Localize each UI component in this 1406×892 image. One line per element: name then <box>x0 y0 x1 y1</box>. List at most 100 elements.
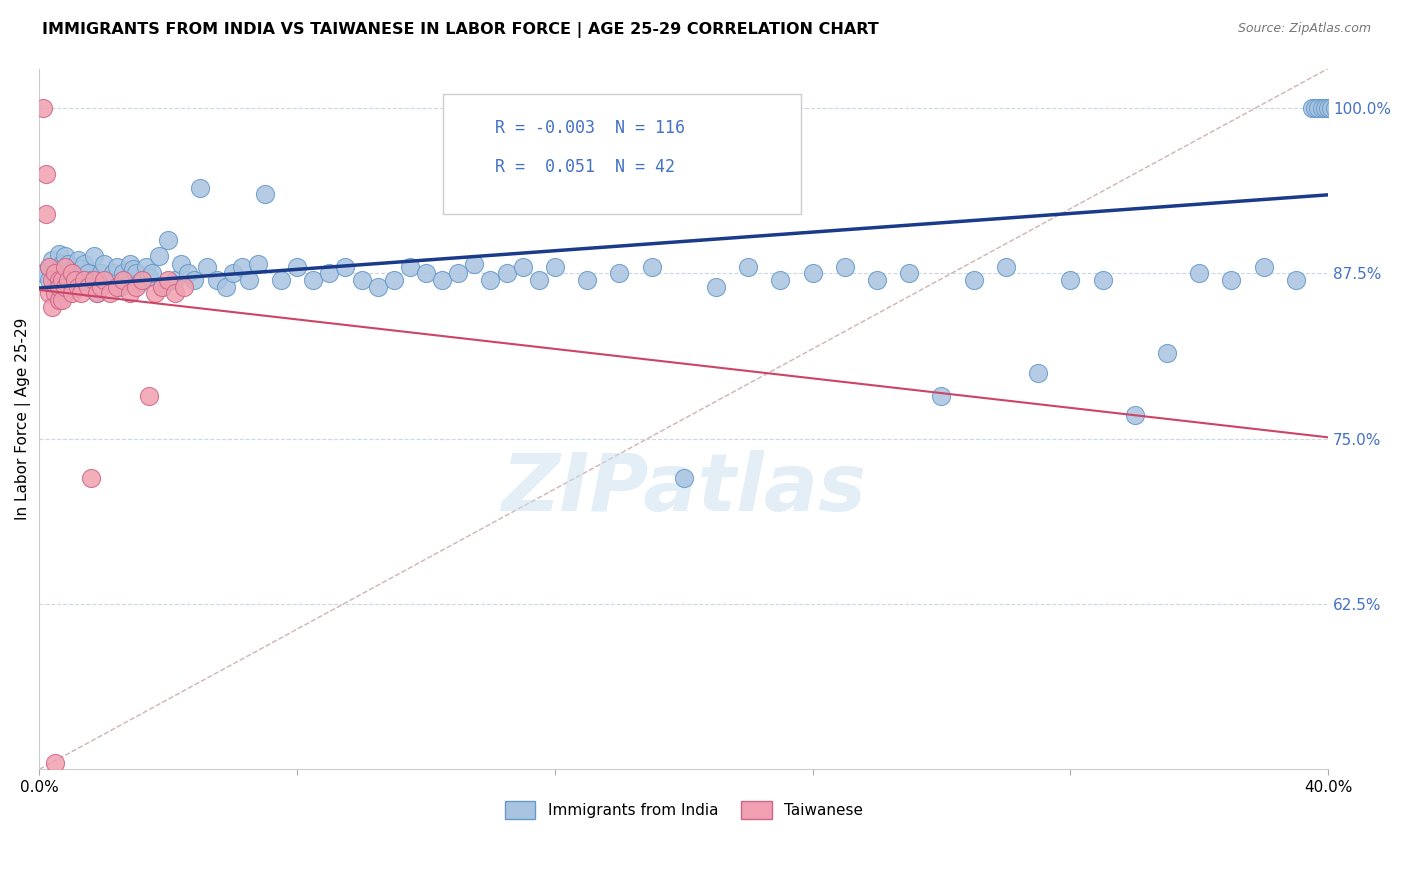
Point <box>834 260 856 274</box>
Point <box>1346 101 1368 115</box>
Point <box>60 267 83 281</box>
Point <box>38 260 60 274</box>
Point <box>238 273 260 287</box>
Point <box>176 267 198 281</box>
Point <box>41 273 63 287</box>
Point <box>1323 101 1346 115</box>
Point <box>737 260 759 274</box>
Point <box>83 249 105 263</box>
Point <box>170 257 193 271</box>
Point <box>93 257 115 271</box>
Point <box>80 471 103 485</box>
Point <box>128 276 150 290</box>
Point <box>1253 260 1275 274</box>
Point <box>51 257 73 271</box>
Point <box>898 267 921 281</box>
Y-axis label: In Labor Force | Age 25-29: In Labor Force | Age 25-29 <box>15 318 31 520</box>
Point <box>704 279 727 293</box>
Point <box>866 273 889 287</box>
Point <box>1340 101 1362 115</box>
Point <box>1317 101 1340 115</box>
Point <box>141 267 163 281</box>
Point <box>60 286 83 301</box>
Point <box>108 279 131 293</box>
Point <box>544 260 567 274</box>
Point <box>48 279 70 293</box>
Point <box>90 279 112 293</box>
Point <box>527 273 550 287</box>
Point <box>1285 273 1308 287</box>
Point <box>44 270 66 285</box>
Point <box>302 273 325 287</box>
Point <box>138 389 160 403</box>
Point <box>90 267 112 281</box>
Point <box>190 180 212 194</box>
Text: ZIPatlas: ZIPatlas <box>501 450 866 528</box>
Point <box>415 267 437 281</box>
Point <box>41 253 63 268</box>
Point <box>1026 366 1049 380</box>
Text: R = -0.003  N = 116: R = -0.003 N = 116 <box>495 119 685 136</box>
Point <box>150 279 173 293</box>
Point <box>121 262 143 277</box>
Point <box>495 267 517 281</box>
Point <box>270 273 292 287</box>
Point <box>58 257 80 271</box>
Point <box>70 273 93 287</box>
Point <box>53 286 76 301</box>
Point <box>63 270 86 285</box>
Point <box>44 756 66 770</box>
Point <box>118 286 141 301</box>
Point <box>247 257 270 271</box>
Point <box>769 273 792 287</box>
Point <box>253 187 276 202</box>
Point <box>41 300 63 314</box>
Point <box>1308 101 1330 115</box>
Point <box>66 279 89 293</box>
Legend: Immigrants from India, Taiwanese: Immigrants from India, Taiwanese <box>499 795 869 825</box>
Point <box>512 260 534 274</box>
Point <box>86 286 108 301</box>
Point <box>53 279 76 293</box>
Point <box>60 267 83 281</box>
Point <box>640 260 662 274</box>
Point <box>183 273 205 287</box>
Point <box>143 286 166 301</box>
Point <box>1301 101 1323 115</box>
Point <box>148 249 170 263</box>
Point <box>44 279 66 293</box>
Point <box>44 267 66 281</box>
Point <box>994 260 1017 274</box>
Point <box>105 260 128 274</box>
Point <box>1330 101 1353 115</box>
Point <box>157 273 180 287</box>
Point <box>70 262 93 277</box>
Point <box>963 273 986 287</box>
Point <box>479 273 502 287</box>
Point <box>70 286 93 301</box>
Point <box>31 101 53 115</box>
Point <box>51 293 73 307</box>
Point <box>1343 101 1365 115</box>
Point <box>125 267 148 281</box>
Point <box>285 260 308 274</box>
Point <box>163 286 186 301</box>
Point <box>31 267 53 281</box>
Point <box>131 273 153 287</box>
Point <box>672 471 695 485</box>
Point <box>112 267 135 281</box>
Point <box>53 260 76 274</box>
Point <box>48 293 70 307</box>
Point <box>73 257 96 271</box>
Point <box>76 279 98 293</box>
Point <box>195 260 218 274</box>
Point <box>53 267 76 281</box>
Point <box>38 286 60 301</box>
Point <box>350 273 373 287</box>
Point <box>399 260 422 274</box>
Point <box>103 267 125 281</box>
Point <box>801 267 824 281</box>
Point <box>576 273 599 287</box>
Point <box>931 389 953 403</box>
Point <box>93 273 115 287</box>
